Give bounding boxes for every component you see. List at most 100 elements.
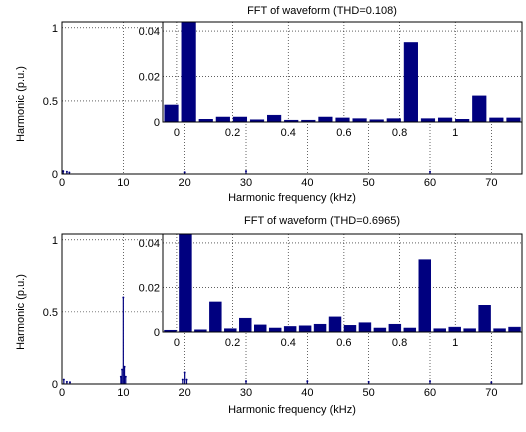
x-tick-label: 70 xyxy=(485,387,497,399)
inset-bar xyxy=(448,326,461,333)
x-tick-label: 40 xyxy=(301,387,313,399)
inset-axes-frame xyxy=(162,233,523,333)
x-tick-label: 30 xyxy=(240,177,252,189)
inset-bar xyxy=(253,324,267,333)
inset-y-tick-label: 0.02 xyxy=(139,72,160,84)
inset-bar xyxy=(463,328,476,333)
inset-bar xyxy=(472,95,487,123)
chart-2-title: FFT of waveform (THD=0.6965) xyxy=(244,215,400,227)
x-tick-label: 10 xyxy=(117,177,129,189)
inset-bar xyxy=(318,116,333,123)
y-tick-label: 0.5 xyxy=(43,96,58,108)
inset-bar xyxy=(506,117,521,123)
chart-2: FFT of waveform (THD=0.6965) Harmonic (p… xyxy=(15,215,523,416)
chart-1-xlabel: Harmonic frequency (kHz) xyxy=(228,192,356,204)
inset-x-tick-label: 0.6 xyxy=(336,127,351,139)
inset-bar xyxy=(209,301,222,333)
inset-x-tick-label: 0.8 xyxy=(392,337,407,349)
spectrum-point xyxy=(62,378,65,381)
spectrum-point xyxy=(183,171,186,174)
inset-y-tick-label: 0.02 xyxy=(139,282,160,294)
inset-bar xyxy=(232,116,248,123)
spectrum-point xyxy=(123,365,126,368)
x-tick-label: 50 xyxy=(363,387,375,399)
chart-2-inset-plot: 0 0.2 0.4 0.6 0.8 1 0 0.02 0.04 xyxy=(139,233,523,349)
spectrum-point xyxy=(429,380,431,383)
inset-background xyxy=(163,22,522,122)
inset-bar xyxy=(267,114,282,123)
spectrum-point xyxy=(367,380,370,383)
spectrum-point xyxy=(121,368,124,371)
chart-1-ylabel: Harmonic (p.u.) xyxy=(15,66,27,142)
inset-bar xyxy=(358,322,372,333)
spectrum-point xyxy=(65,380,68,383)
x-tick-label: 50 xyxy=(363,177,375,189)
inset-x-tick-label: 0.8 xyxy=(392,127,407,139)
y-tick-label: 0 xyxy=(52,169,58,181)
inset-x-tick-label: 1 xyxy=(452,127,458,139)
inset-bar xyxy=(343,325,357,333)
chart-1-title: FFT of waveform (THD=0.108) xyxy=(247,5,397,17)
x-tick-label: 0 xyxy=(59,387,65,399)
inset-bar xyxy=(373,327,387,333)
spectrum-point xyxy=(62,170,65,173)
spectrum-point xyxy=(429,170,431,173)
inset-bar xyxy=(437,117,453,123)
inset-bar xyxy=(164,104,179,123)
inset-axes-frame xyxy=(162,21,523,123)
inset-bar xyxy=(313,323,327,333)
y-tick-label: 1 xyxy=(52,23,58,35)
inset-x-tick-label: 0 xyxy=(174,127,180,139)
chart-2-xlabel: Harmonic frequency (kHz) xyxy=(228,404,356,416)
chart-1-inset-plot: 0 0.2 0.4 0.6 0.8 1 0 0.02 0.04 xyxy=(139,21,523,139)
spectrum-point xyxy=(490,381,493,384)
inset-bar xyxy=(388,323,402,333)
inset-bar xyxy=(403,327,417,333)
spectrum-point xyxy=(181,378,184,381)
inset-bar xyxy=(239,317,252,333)
chart-2-ylabel: Harmonic (p.u.) xyxy=(15,274,27,350)
inset-bar xyxy=(386,118,401,123)
inset-bar xyxy=(298,325,312,333)
inset-bar xyxy=(420,118,436,123)
y-tick-label: 0.5 xyxy=(43,307,58,319)
inset-x-tick-label: 1 xyxy=(452,337,458,349)
inset-bar xyxy=(283,326,297,333)
inset-x-tick-label: 0.6 xyxy=(336,337,351,349)
x-tick-label: 20 xyxy=(179,387,191,399)
spectrum-point xyxy=(185,378,188,381)
inset-x-tick-label: 0.4 xyxy=(281,127,296,139)
inset-bar xyxy=(335,117,350,123)
inset-bar xyxy=(508,326,521,333)
spectrum-point xyxy=(306,380,309,383)
spectrum-point xyxy=(245,170,247,173)
x-tick-label: 0 xyxy=(59,177,65,189)
x-tick-label: 20 xyxy=(179,177,191,189)
inset-y-tick-label: 0.04 xyxy=(139,26,160,38)
y-tick-label: 0 xyxy=(52,379,58,391)
inset-y-tick-label: 0 xyxy=(154,117,160,129)
inset-bar xyxy=(215,116,230,123)
inset-x-tick-label: 0.4 xyxy=(281,337,296,349)
x-tick-label: 60 xyxy=(424,387,436,399)
inset-bar xyxy=(328,316,342,333)
spectrum-point xyxy=(122,296,125,299)
spectrum-point xyxy=(119,375,122,378)
y-tick-label: 1 xyxy=(52,235,58,247)
inset-bar xyxy=(268,327,282,333)
inset-bar xyxy=(478,305,491,333)
inset-bar xyxy=(489,117,504,123)
inset-background xyxy=(163,234,522,332)
x-tick-label: 70 xyxy=(485,177,497,189)
inset-bar xyxy=(224,328,237,333)
inset-bar xyxy=(352,118,367,123)
spectrum-point xyxy=(68,381,71,384)
inset-y-tick-label: 0.04 xyxy=(139,238,160,250)
x-tick-label: 30 xyxy=(240,387,252,399)
x-tick-label: 10 xyxy=(117,387,129,399)
inset-x-tick-label: 0.2 xyxy=(225,337,240,349)
chart-1: FFT of waveform (THD=0.108) Harmonic (p.… xyxy=(15,5,523,204)
inset-bar xyxy=(181,21,196,123)
spectrum-point xyxy=(183,371,186,374)
